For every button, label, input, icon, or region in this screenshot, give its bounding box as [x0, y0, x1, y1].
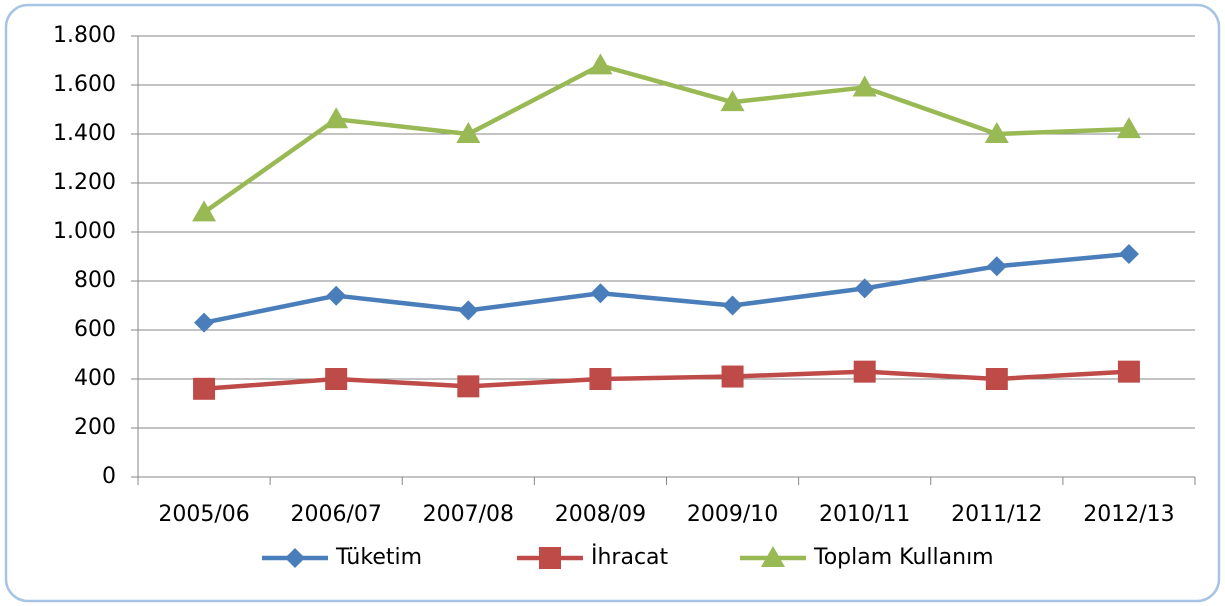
- data-point: [457, 375, 480, 398]
- y-tick-label: 1.800: [53, 23, 116, 48]
- x-tick-label: 2010/11: [819, 502, 910, 527]
- data-point: [192, 200, 217, 222]
- legend-label: İhracat: [591, 544, 669, 570]
- legend-label: Toplam Kullanım: [813, 545, 994, 570]
- data-point: [1117, 360, 1140, 383]
- x-tick-label: 2012/13: [1083, 502, 1174, 527]
- data-point: [324, 107, 349, 129]
- y-tick-label: 1.000: [53, 219, 116, 244]
- data-point: [589, 368, 612, 390]
- data-point: [1116, 117, 1141, 139]
- data-point: [721, 365, 744, 388]
- data-point: [456, 122, 481, 143]
- data-point: [986, 256, 1007, 277]
- data-point: [722, 295, 743, 316]
- chart-frame: [4, 3, 1221, 603]
- x-tick-label: 2008/09: [555, 502, 646, 527]
- y-tick-label: 800: [74, 268, 116, 293]
- data-point: [852, 75, 877, 97]
- data-point: [985, 368, 1008, 390]
- y-tick-label: 600: [74, 317, 116, 342]
- data-point: [458, 300, 479, 321]
- data-point: [854, 278, 875, 299]
- data-point: [1118, 244, 1139, 265]
- x-tick-label: 2011/12: [951, 502, 1042, 527]
- x-tick-label: 2009/10: [687, 502, 778, 527]
- data-point: [194, 312, 215, 333]
- y-tick-label: 0: [102, 464, 116, 489]
- legend-marker: [285, 548, 305, 568]
- data-point: [326, 285, 347, 306]
- data-point: [984, 122, 1009, 143]
- data-point: [588, 53, 613, 75]
- data-point: [853, 360, 876, 383]
- y-tick-label: 1.600: [53, 72, 116, 97]
- data-point: [325, 368, 348, 390]
- legend-marker: [761, 546, 785, 567]
- y-tick-label: 1.400: [53, 121, 116, 146]
- series-line: [203, 369, 1130, 392]
- y-tick-label: 1.200: [53, 170, 116, 195]
- x-tick-label: 2005/06: [158, 502, 249, 527]
- data-point: [590, 283, 611, 304]
- y-tick-label: 200: [74, 415, 116, 440]
- data-point: [193, 377, 216, 400]
- legend-label: Tüketim: [335, 545, 422, 570]
- data-point: [720, 90, 745, 112]
- legend-marker: [539, 547, 561, 569]
- x-tick-label: 2007/08: [423, 502, 514, 527]
- series-line: [202, 63, 1130, 215]
- y-tick-label: 400: [74, 366, 116, 391]
- x-tick-label: 2006/07: [290, 502, 381, 527]
- series-line: [203, 251, 1130, 325]
